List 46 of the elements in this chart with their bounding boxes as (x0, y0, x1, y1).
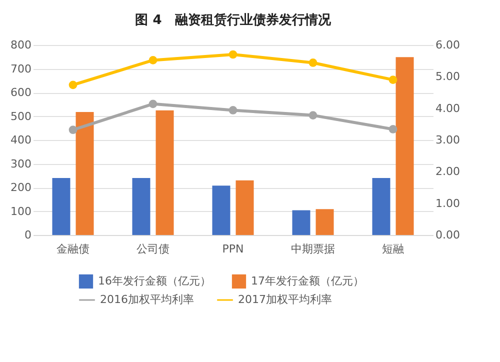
y-tick-label: 500 (10, 110, 32, 123)
bar (76, 112, 94, 235)
point (68, 126, 78, 134)
point (308, 111, 318, 120)
x-tick-label: 短融 (382, 242, 404, 256)
point (148, 56, 158, 64)
point (388, 125, 398, 134)
y-tick-label: 0 (24, 228, 32, 242)
y2-tick-label: 0.00 (436, 228, 460, 242)
x-tick-label: 中期票据 (291, 242, 335, 256)
y2-tick-label: 5.00 (436, 70, 460, 84)
point (68, 80, 78, 90)
y2-tick-label: 2.00 (436, 165, 460, 178)
legend-label: 2016加权平均利率 (100, 293, 194, 306)
bar (372, 178, 390, 235)
x-tick-label: 金融债 (56, 242, 90, 256)
legend-label: 2017加权平均利率 (238, 293, 332, 306)
bar (316, 209, 334, 235)
bar (396, 57, 414, 235)
point (388, 76, 398, 84)
point (308, 58, 318, 67)
y-tick-label: 300 (10, 157, 32, 170)
y-tick-label: 100 (10, 204, 32, 218)
bar (236, 180, 254, 235)
chart-title: 图 4 融资租赁行业债券发行情况 (135, 12, 332, 28)
point (228, 106, 238, 114)
point (228, 50, 238, 59)
y2-tick-label: 4.00 (436, 102, 460, 115)
bar (156, 110, 174, 235)
y2-tick-label: 6.00 (436, 38, 460, 52)
x-tick-label: 公司债 (136, 242, 170, 256)
y-tick-label: 700 (10, 62, 32, 76)
y2-tick-label: 3.00 (436, 134, 460, 146)
y2-tick-label: 1.00 (436, 196, 460, 210)
bar (132, 178, 150, 235)
y-tick-label: 800 (10, 38, 32, 52)
legend-label: 16年发行金额（亿元） (98, 274, 211, 288)
y-tick-label: 600 (10, 86, 32, 99)
bar (212, 186, 230, 235)
point (148, 100, 158, 108)
y-tick-label: 400 (10, 134, 32, 146)
y-tick-label: 200 (10, 181, 32, 194)
bar (292, 210, 310, 235)
x-tick-label: PPN (222, 242, 244, 256)
bar (52, 178, 70, 235)
legend-label: 17年发行金额（亿元） (251, 274, 364, 288)
